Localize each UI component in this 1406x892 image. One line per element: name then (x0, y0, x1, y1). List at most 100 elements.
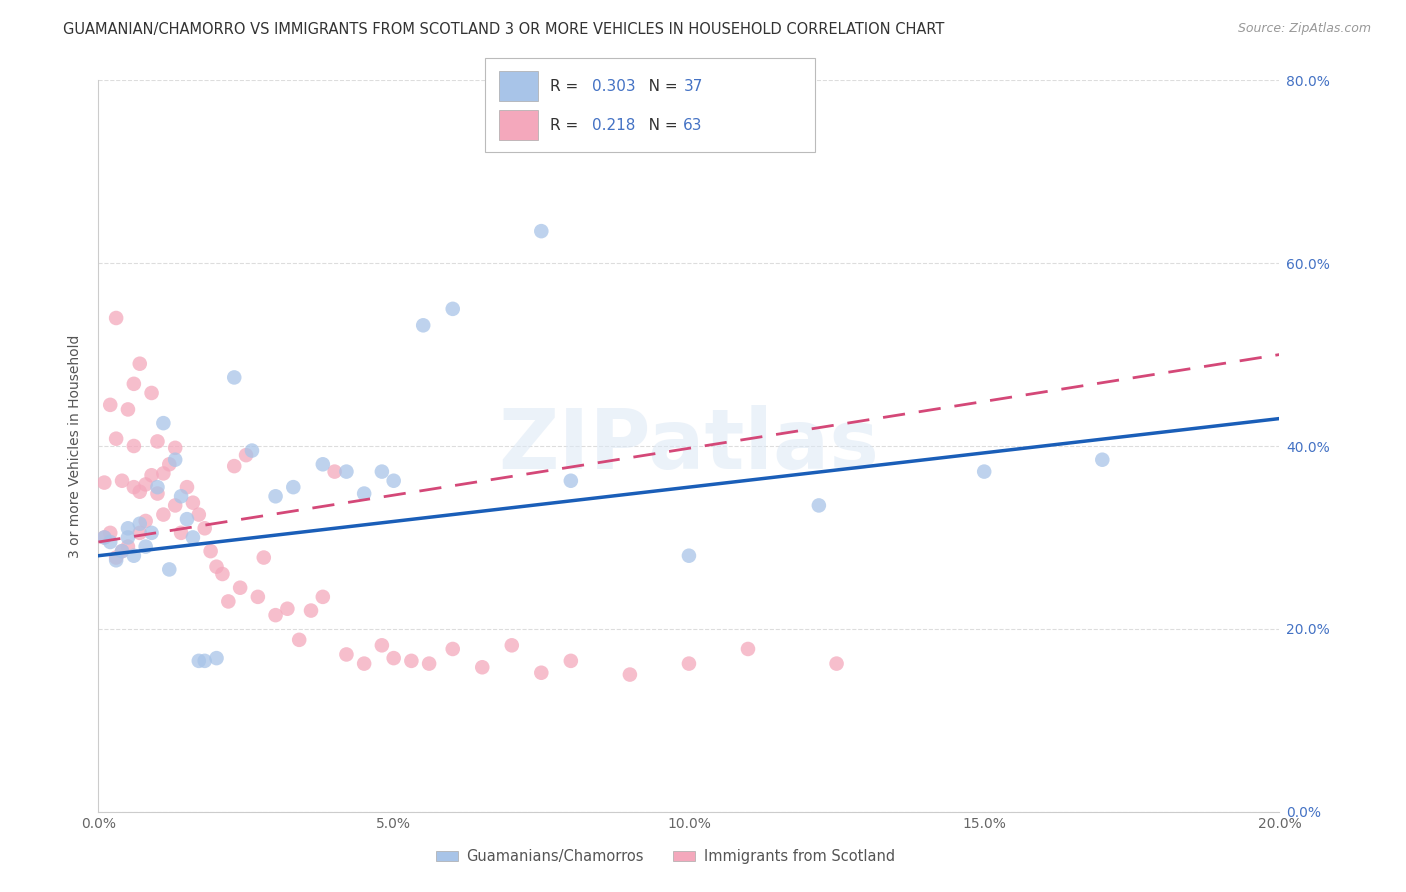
Text: R =: R = (550, 118, 583, 133)
Point (98, 398, 121, 412)
Point (157, 457, 180, 471)
Point (678, 549, 700, 563)
Point (312, 590, 335, 604)
Point (141, 468, 163, 483)
Text: GUAMANIAN/CHAMORRO VS IMMIGRANTS FROM SCOTLAND 3 OR MORE VEHICLES IN HOUSEHOLD C: GUAMANIAN/CHAMORRO VS IMMIGRANTS FROM SC… (63, 22, 945, 37)
Point (353, 486, 375, 500)
Point (194, 654, 217, 668)
Point (105, 550, 128, 565)
Point (135, 477, 157, 491)
Point (93, 475, 115, 490)
Point (211, 567, 233, 582)
Point (128, 484, 150, 499)
Point (117, 521, 139, 535)
Point (105, 432, 128, 446)
Text: 63: 63 (683, 118, 703, 133)
Point (205, 559, 228, 574)
Point (128, 516, 150, 531)
Point (128, 525, 150, 540)
Text: N =: N = (634, 78, 682, 94)
Point (240, 443, 263, 458)
Point (737, 642, 759, 657)
Point (235, 448, 257, 462)
Text: 37: 37 (683, 78, 703, 94)
Point (122, 376, 145, 391)
Point (122, 439, 145, 453)
Point (122, 480, 145, 494)
Point (530, 665, 553, 680)
Point (973, 465, 995, 479)
Point (288, 632, 311, 647)
Point (117, 530, 139, 544)
Text: Source: ZipAtlas.com: Source: ZipAtlas.com (1237, 22, 1371, 36)
Point (371, 638, 394, 652)
Point (146, 486, 169, 500)
Point (146, 434, 169, 449)
Point (246, 590, 269, 604)
Point (382, 474, 405, 488)
Point (135, 540, 157, 554)
Point (335, 648, 357, 662)
Point (323, 465, 346, 479)
Text: R =: R = (550, 78, 583, 94)
Point (187, 508, 209, 522)
Point (128, 357, 150, 371)
Point (111, 474, 134, 488)
Legend: Guamanians/Chamorros, Immigrants from Scotland: Guamanians/Chamorros, Immigrants from Sc… (430, 844, 901, 871)
Point (181, 530, 204, 544)
Point (176, 512, 198, 526)
Point (93, 530, 115, 544)
Point (264, 489, 287, 503)
Text: N =: N = (634, 118, 682, 133)
Point (117, 402, 139, 417)
Point (93, 530, 115, 544)
Point (299, 603, 322, 617)
Point (353, 657, 375, 671)
Point (117, 540, 139, 554)
Point (401, 654, 423, 668)
Point (807, 499, 830, 513)
Point (418, 657, 440, 671)
Point (530, 224, 553, 238)
Point (98, 525, 121, 540)
Point (152, 467, 174, 481)
Text: 0.303: 0.303 (592, 78, 636, 94)
Point (122, 549, 145, 563)
Point (1091, 452, 1114, 467)
Point (441, 642, 464, 657)
Point (224, 459, 246, 474)
Y-axis label: 3 or more Vehicles in Household: 3 or more Vehicles in Household (69, 334, 83, 558)
Point (170, 489, 193, 503)
Point (146, 480, 169, 494)
Point (335, 465, 357, 479)
Point (224, 370, 246, 384)
Point (170, 525, 193, 540)
Point (141, 386, 163, 401)
Point (253, 550, 276, 565)
Point (152, 508, 174, 522)
Point (165, 441, 187, 455)
Point (111, 544, 134, 558)
Point (105, 310, 128, 325)
Point (441, 301, 464, 316)
Point (501, 638, 523, 652)
Point (678, 657, 700, 671)
Point (229, 581, 252, 595)
Point (825, 657, 848, 671)
Point (157, 562, 180, 576)
Point (165, 452, 187, 467)
Point (187, 654, 209, 668)
Point (98, 535, 121, 549)
Point (205, 651, 228, 665)
Point (412, 318, 434, 333)
Point (176, 480, 198, 494)
Text: ZIPatlas: ZIPatlas (499, 406, 879, 486)
Point (560, 654, 582, 668)
Point (276, 601, 298, 615)
Point (194, 521, 217, 535)
Point (382, 651, 405, 665)
Point (200, 544, 222, 558)
Point (560, 474, 582, 488)
Point (217, 594, 239, 608)
Point (141, 525, 163, 540)
